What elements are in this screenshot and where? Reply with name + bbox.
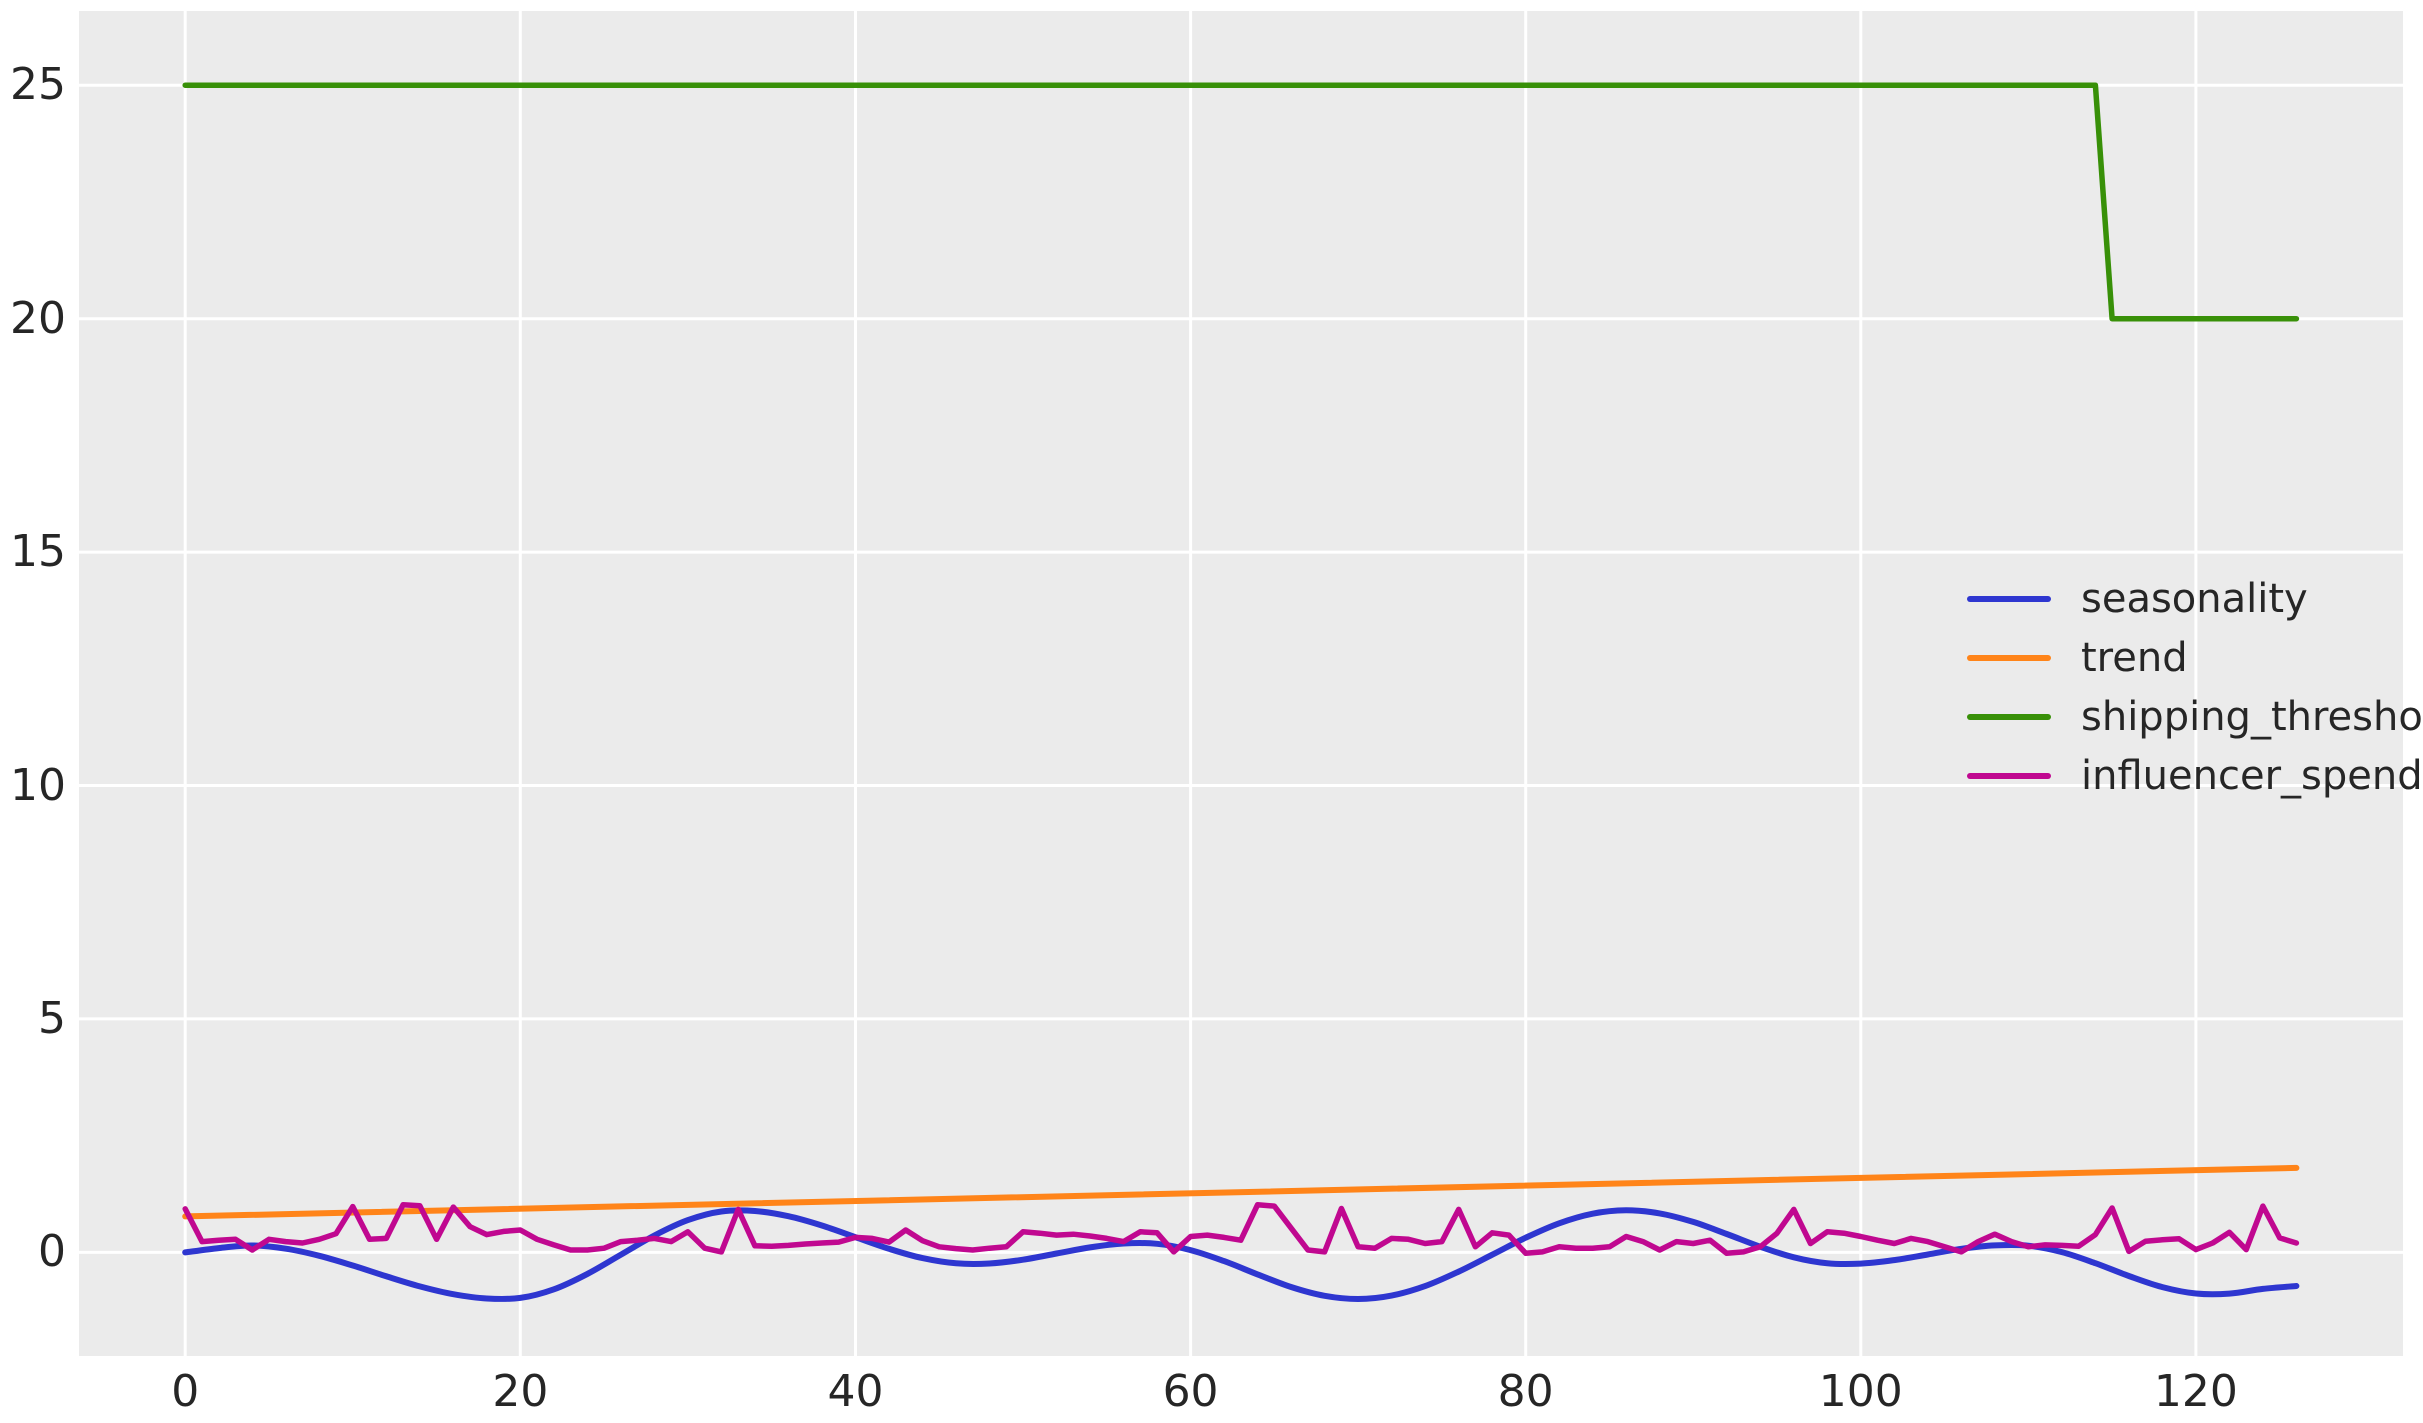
seasonality-line — [182, 1207, 2300, 1302]
shipping-threshold-line-swatch — [1967, 714, 2051, 720]
y-tick-label: 0 — [38, 1226, 66, 1278]
y-tick-label: 15 — [10, 526, 66, 578]
plot-canvas — [79, 11, 2403, 1356]
y-tick-label: 5 — [38, 992, 66, 1044]
x-tick-label: 100 — [1818, 1366, 1903, 1417]
y-tick-label: 10 — [10, 759, 66, 811]
legend-row-shipping-threshold: shipping_threshold — [1967, 695, 2423, 739]
influencer-spend-line-swatch — [1967, 773, 2051, 779]
legend-row-seasonality: seasonality — [1967, 577, 2423, 621]
legend-row-trend: trend — [1967, 636, 2423, 680]
x-tick-label: 60 — [1162, 1366, 1219, 1417]
x-tick-label: 0 — [171, 1366, 200, 1417]
trend-line-swatch — [1967, 655, 2051, 661]
y-tick-label: 20 — [10, 292, 66, 344]
legend-label-shipping-threshold: shipping_threshold — [2081, 694, 2423, 740]
legend-row-influencer-spend: influencer_spend — [1967, 754, 2423, 798]
x-tick-label: 20 — [492, 1366, 549, 1417]
x-tick-label: 40 — [827, 1366, 884, 1417]
legend-label-trend: trend — [2081, 635, 2188, 681]
shipping_threshold-line — [182, 82, 2300, 322]
y-tick-label: 25 — [10, 59, 66, 111]
legend-label-influencer-spend: influencer_spend — [2081, 753, 2423, 799]
x-tick-label: 120 — [2153, 1366, 2238, 1417]
legend: seasonality trend shipping_threshold inf… — [1967, 577, 2423, 798]
trend-line — [182, 1164, 2300, 1220]
seasonality-line-swatch — [1967, 596, 2051, 602]
influencer_spend-line — [182, 1201, 2300, 1257]
legend-label-seasonality: seasonality — [2081, 576, 2308, 622]
plot-area: seasonality trend shipping_threshold inf… — [79, 11, 2423, 1356]
x-tick-label: 80 — [1497, 1366, 1554, 1417]
